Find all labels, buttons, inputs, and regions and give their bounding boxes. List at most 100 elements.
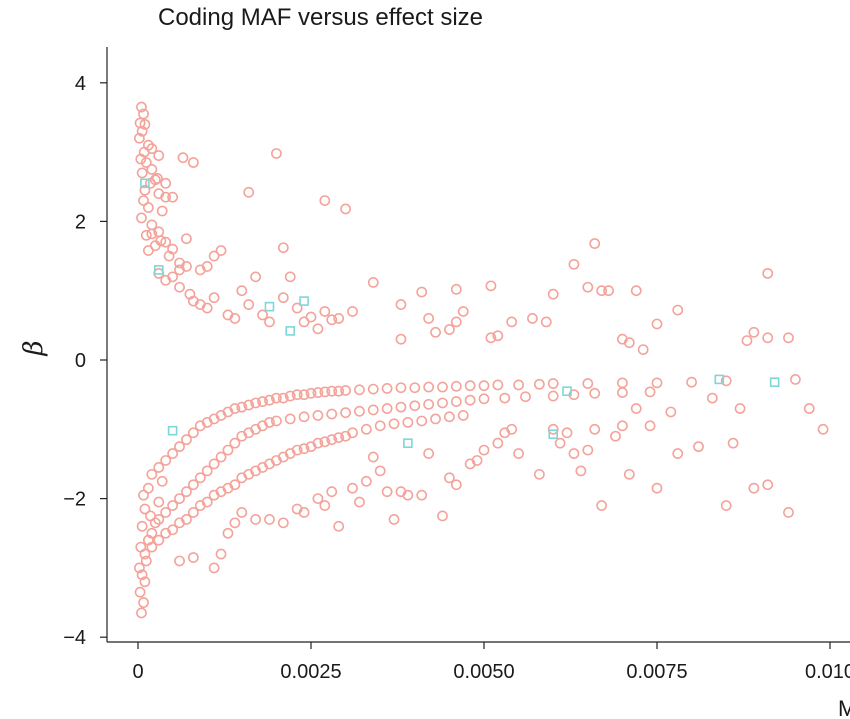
data-point-circle bbox=[312, 323, 324, 335]
x-tick-label: 0.010 bbox=[805, 661, 850, 683]
data-point-circle bbox=[312, 410, 324, 421]
data-point-circle bbox=[803, 403, 815, 414]
data-point-circle bbox=[284, 271, 296, 283]
data-point-circle bbox=[319, 436, 331, 448]
data-point-circle bbox=[208, 458, 220, 470]
data-point-circle bbox=[140, 229, 152, 241]
data-point-circle bbox=[333, 385, 345, 397]
data-point-circle bbox=[167, 191, 178, 203]
data-point-circle bbox=[520, 391, 531, 403]
data-point-circle bbox=[201, 496, 213, 508]
data-point-circle bbox=[340, 407, 351, 419]
data-point-circle bbox=[450, 479, 462, 491]
data-point-circle bbox=[326, 385, 338, 397]
data-point-circle bbox=[229, 479, 241, 491]
data-point-circle bbox=[395, 299, 407, 310]
data-point-circle bbox=[533, 378, 545, 390]
data-point-square bbox=[153, 265, 164, 275]
data-point-circle bbox=[554, 437, 566, 449]
data-point-square bbox=[140, 178, 150, 189]
data-point-circle bbox=[187, 479, 199, 491]
data-point-circle bbox=[367, 276, 379, 288]
data-point-circle bbox=[374, 465, 386, 477]
data-point-circle bbox=[457, 410, 469, 421]
data-point-circle bbox=[423, 398, 435, 410]
data-point-circle bbox=[395, 401, 407, 413]
data-point-circle bbox=[416, 286, 428, 298]
y-tick-label: 4 bbox=[75, 73, 86, 95]
data-point-circle bbox=[513, 448, 524, 459]
data-point-circle bbox=[277, 292, 289, 304]
data-point-circle bbox=[367, 383, 379, 395]
data-point-circle bbox=[139, 184, 151, 196]
data-point-circle bbox=[741, 335, 753, 346]
data-point-circle bbox=[208, 292, 220, 304]
x-tick-label: 0.0025 bbox=[280, 661, 341, 683]
data-point-circle bbox=[160, 177, 172, 189]
data-point-square bbox=[299, 296, 309, 306]
data-point-circle bbox=[187, 427, 199, 439]
data-point-square bbox=[562, 386, 572, 396]
data-point-circle bbox=[142, 482, 154, 494]
data-point-circle bbox=[762, 332, 774, 344]
data-point-circle bbox=[506, 423, 518, 435]
data-point-circle bbox=[326, 314, 338, 326]
chart-title: Coding MAF versus effect size bbox=[158, 4, 484, 31]
data-point-circle bbox=[547, 390, 559, 402]
data-point-circle bbox=[312, 437, 324, 449]
data-point-circle bbox=[575, 465, 587, 477]
data-point-circle bbox=[644, 420, 656, 432]
data-point-circle bbox=[187, 157, 199, 168]
data-point-circle bbox=[264, 316, 275, 328]
data-point-circle bbox=[450, 396, 462, 407]
data-point-circle bbox=[630, 285, 642, 297]
data-point-circle bbox=[136, 167, 148, 179]
data-point-circle bbox=[589, 238, 601, 249]
data-point-square bbox=[714, 374, 725, 385]
data-point-circle bbox=[201, 302, 213, 314]
data-point-circle bbox=[617, 420, 628, 432]
data-point-circle bbox=[354, 405, 365, 417]
data-point-circle bbox=[430, 326, 441, 338]
data-point-circle bbox=[354, 384, 365, 396]
data-point-circle bbox=[686, 376, 697, 388]
data-point-circle bbox=[568, 258, 580, 270]
y-tick-label: 2 bbox=[75, 211, 86, 233]
data-point-circle bbox=[492, 437, 504, 449]
data-point-circle bbox=[783, 507, 794, 518]
data-point-circle bbox=[138, 108, 149, 120]
data-point-circle bbox=[326, 486, 338, 498]
data-point-circle bbox=[305, 311, 317, 323]
data-point-circle bbox=[485, 280, 497, 292]
data-point-circle bbox=[270, 148, 282, 159]
y-tick-label: 0 bbox=[75, 350, 86, 372]
data-point-circle bbox=[360, 475, 372, 487]
data-point-circle bbox=[146, 468, 158, 480]
data-point-circle bbox=[139, 503, 151, 515]
data-point-circle bbox=[437, 510, 448, 522]
data-point-circle bbox=[783, 332, 794, 344]
data-point-circle bbox=[136, 607, 147, 619]
data-point-circle bbox=[181, 486, 192, 498]
data-point-circle bbox=[215, 548, 227, 560]
data-point-circle bbox=[527, 313, 538, 324]
data-point-circle bbox=[312, 493, 324, 504]
data-point-circle bbox=[388, 513, 400, 525]
data-point-circle bbox=[187, 507, 199, 518]
data-point-circle bbox=[347, 482, 358, 494]
data-point-circle bbox=[617, 377, 628, 389]
data-point-circle bbox=[270, 392, 282, 404]
data-point-circle bbox=[284, 390, 296, 402]
y-tick-label: −4 bbox=[63, 627, 86, 649]
data-point-circle bbox=[167, 524, 178, 536]
data-point-circle bbox=[471, 455, 483, 466]
data-point-circle bbox=[409, 382, 421, 394]
data-point-circle bbox=[167, 448, 178, 459]
data-point-circle bbox=[395, 382, 407, 394]
data-point-circle bbox=[156, 475, 168, 487]
data-point-circle bbox=[513, 379, 524, 391]
data-point-circle bbox=[146, 164, 158, 175]
data-point-circle bbox=[423, 313, 435, 324]
data-point-circle bbox=[706, 392, 718, 404]
data-point-circle bbox=[201, 261, 213, 272]
